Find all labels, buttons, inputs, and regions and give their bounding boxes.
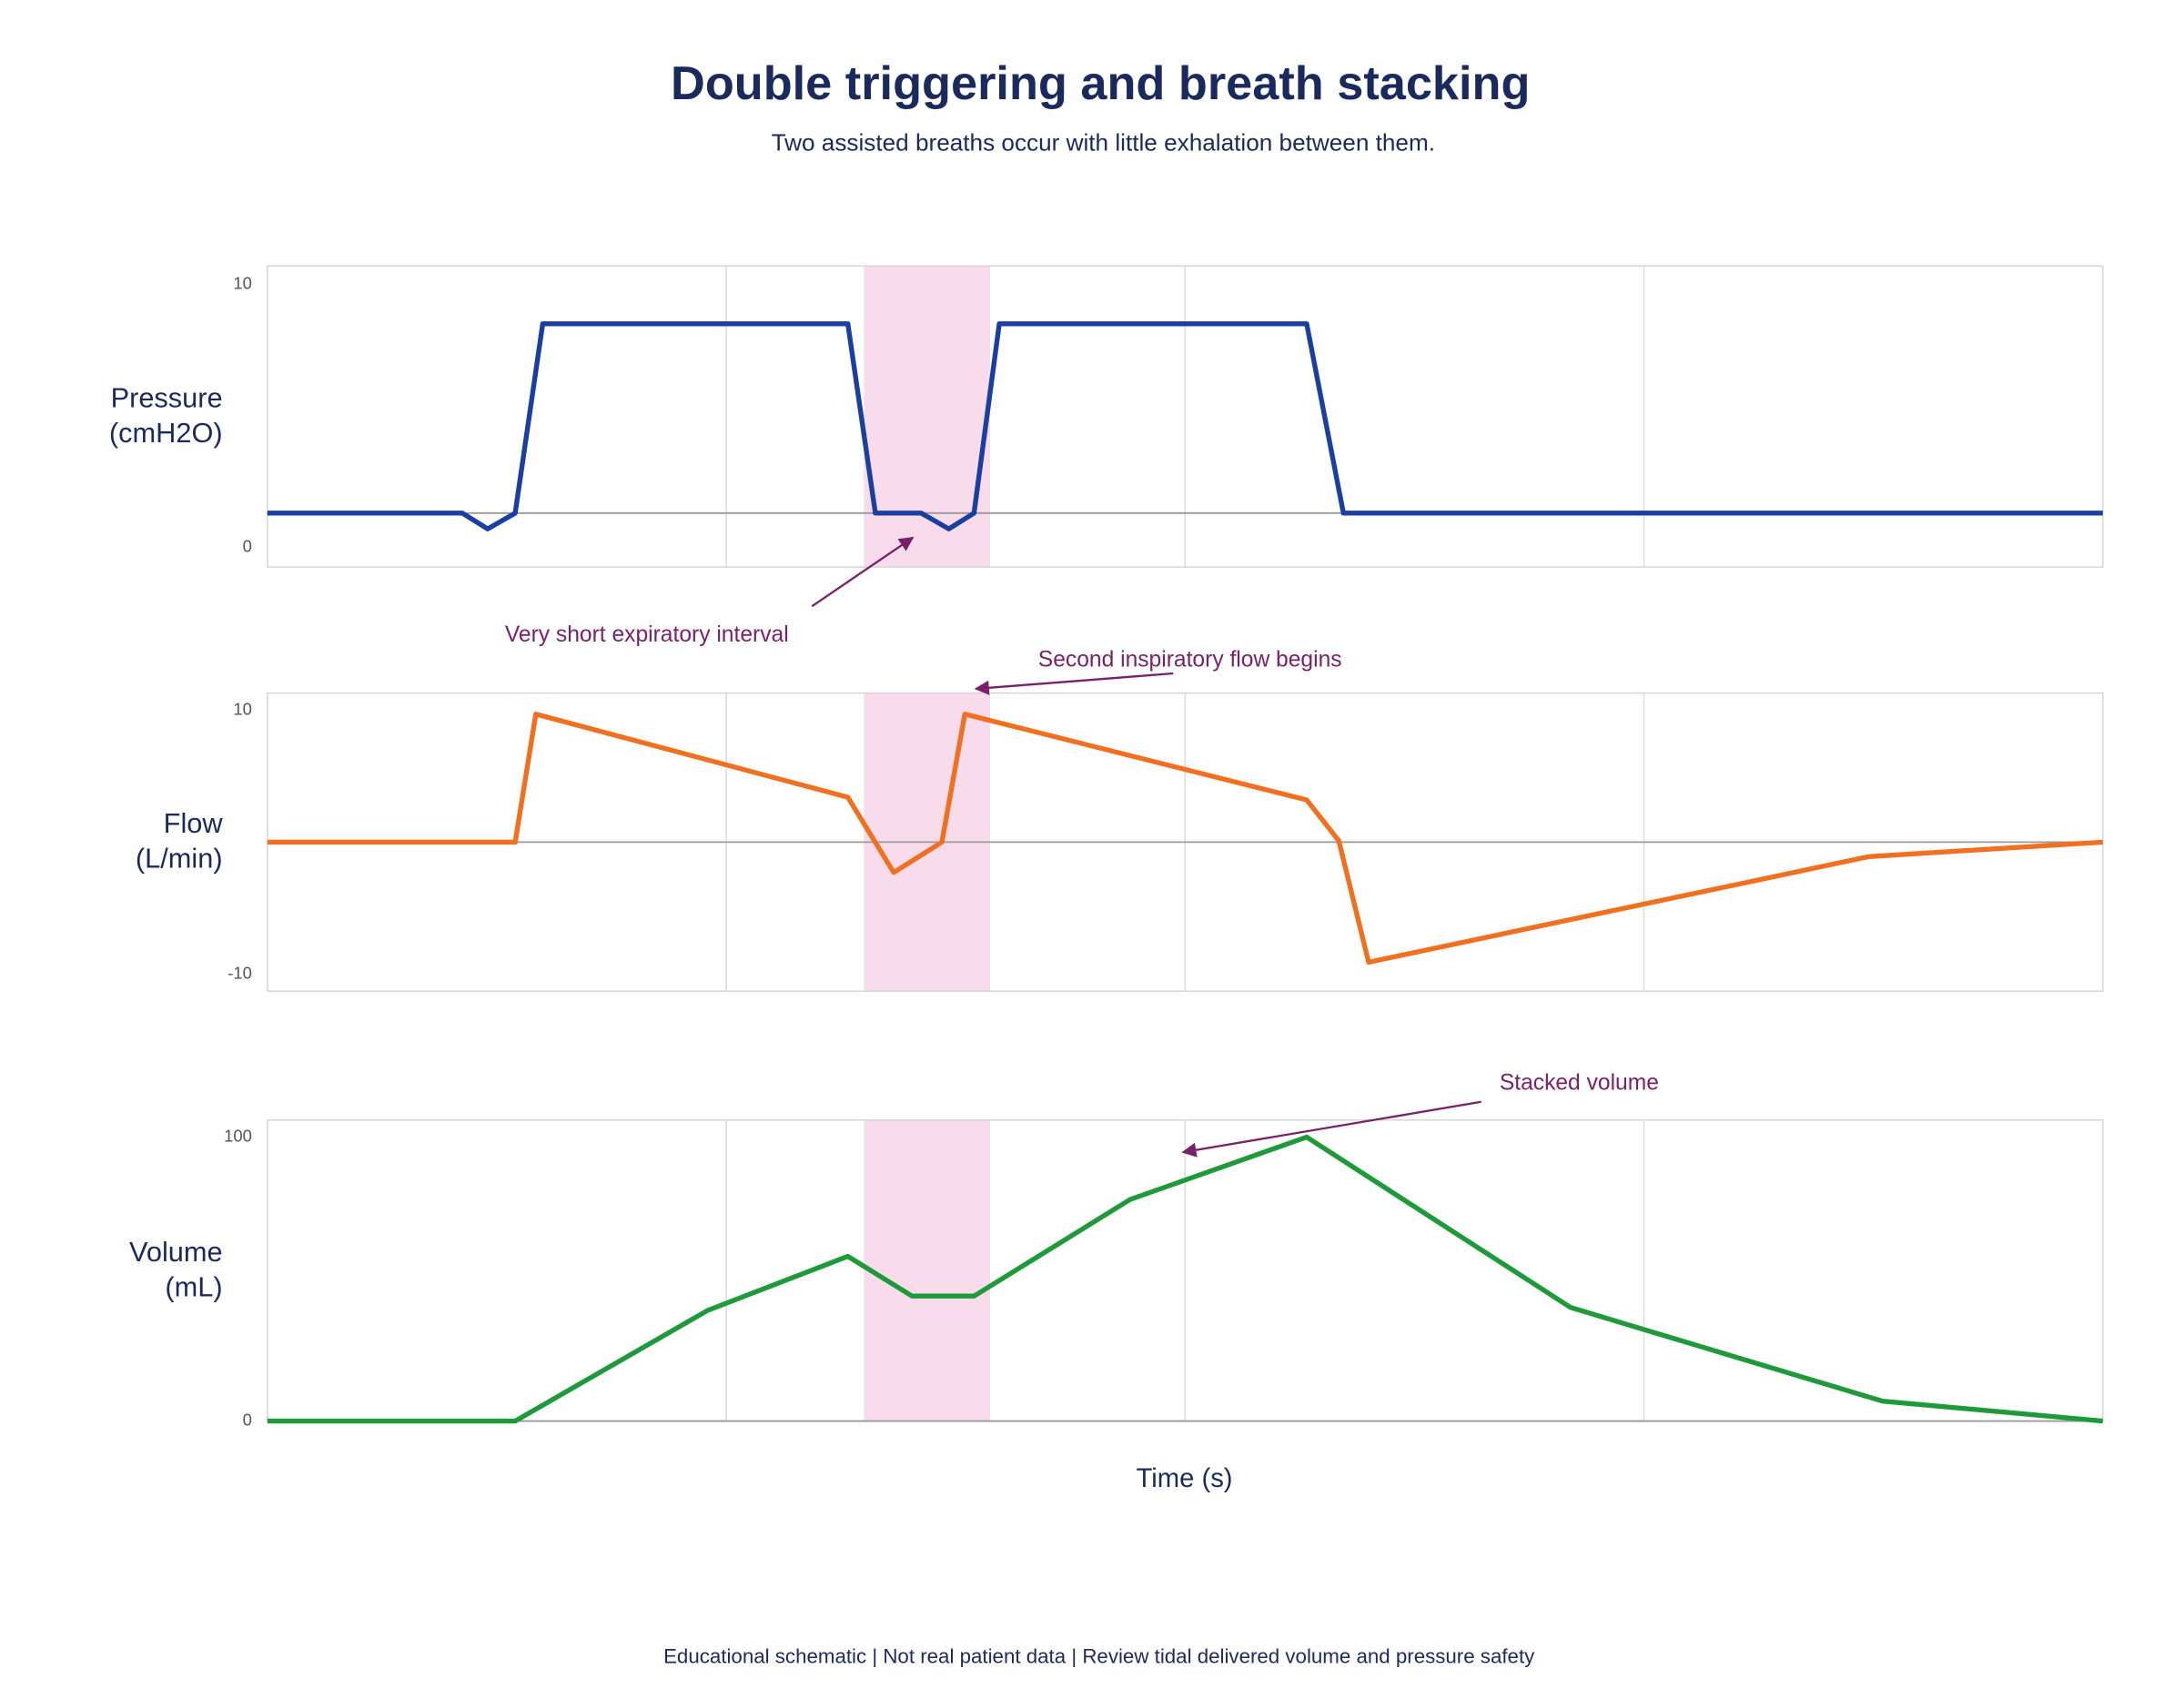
annotation: Very short expiratory interval (505, 622, 789, 647)
annotation-arrow (974, 672, 1174, 695)
y-tick-label: 0 (243, 1410, 252, 1429)
data-line (267, 712, 2103, 966)
x-axis-label: Time (s) (1137, 1464, 1233, 1493)
highlight-band (864, 1119, 991, 1421)
y-axis-label: (mL) (165, 1270, 222, 1302)
data-line (267, 1134, 2104, 1424)
panel-border (267, 265, 2104, 568)
highlight-band (864, 266, 991, 568)
y-axis-label: Volume (129, 1236, 223, 1268)
y-tick-label: 10 (233, 699, 252, 718)
y-axis-label: (cmH2O) (109, 417, 223, 449)
y-tick-label: -10 (228, 963, 252, 982)
y-axis-label: Flow (164, 807, 224, 839)
y-axis-label: Pressure (111, 381, 223, 413)
y-tick-label: 0 (243, 536, 252, 555)
y-tick-label: 10 (233, 273, 252, 292)
data-line (267, 321, 2103, 531)
annotation-arrow (811, 536, 915, 608)
y-axis-label: (L/min) (136, 843, 223, 875)
chart-subtitle: Two assisted breaths occur with little e… (772, 128, 1435, 156)
annotation: Second inspiratory flow begins (1038, 648, 1342, 673)
y-tick-label: 100 (224, 1126, 252, 1145)
annotation: Stacked volume (1500, 1070, 1659, 1095)
footer: Educational schematic | Not real patient… (663, 1644, 1535, 1667)
annotation-arrow (1181, 1100, 1481, 1158)
chart-title: Double triggering and breath stacking (671, 57, 1530, 110)
